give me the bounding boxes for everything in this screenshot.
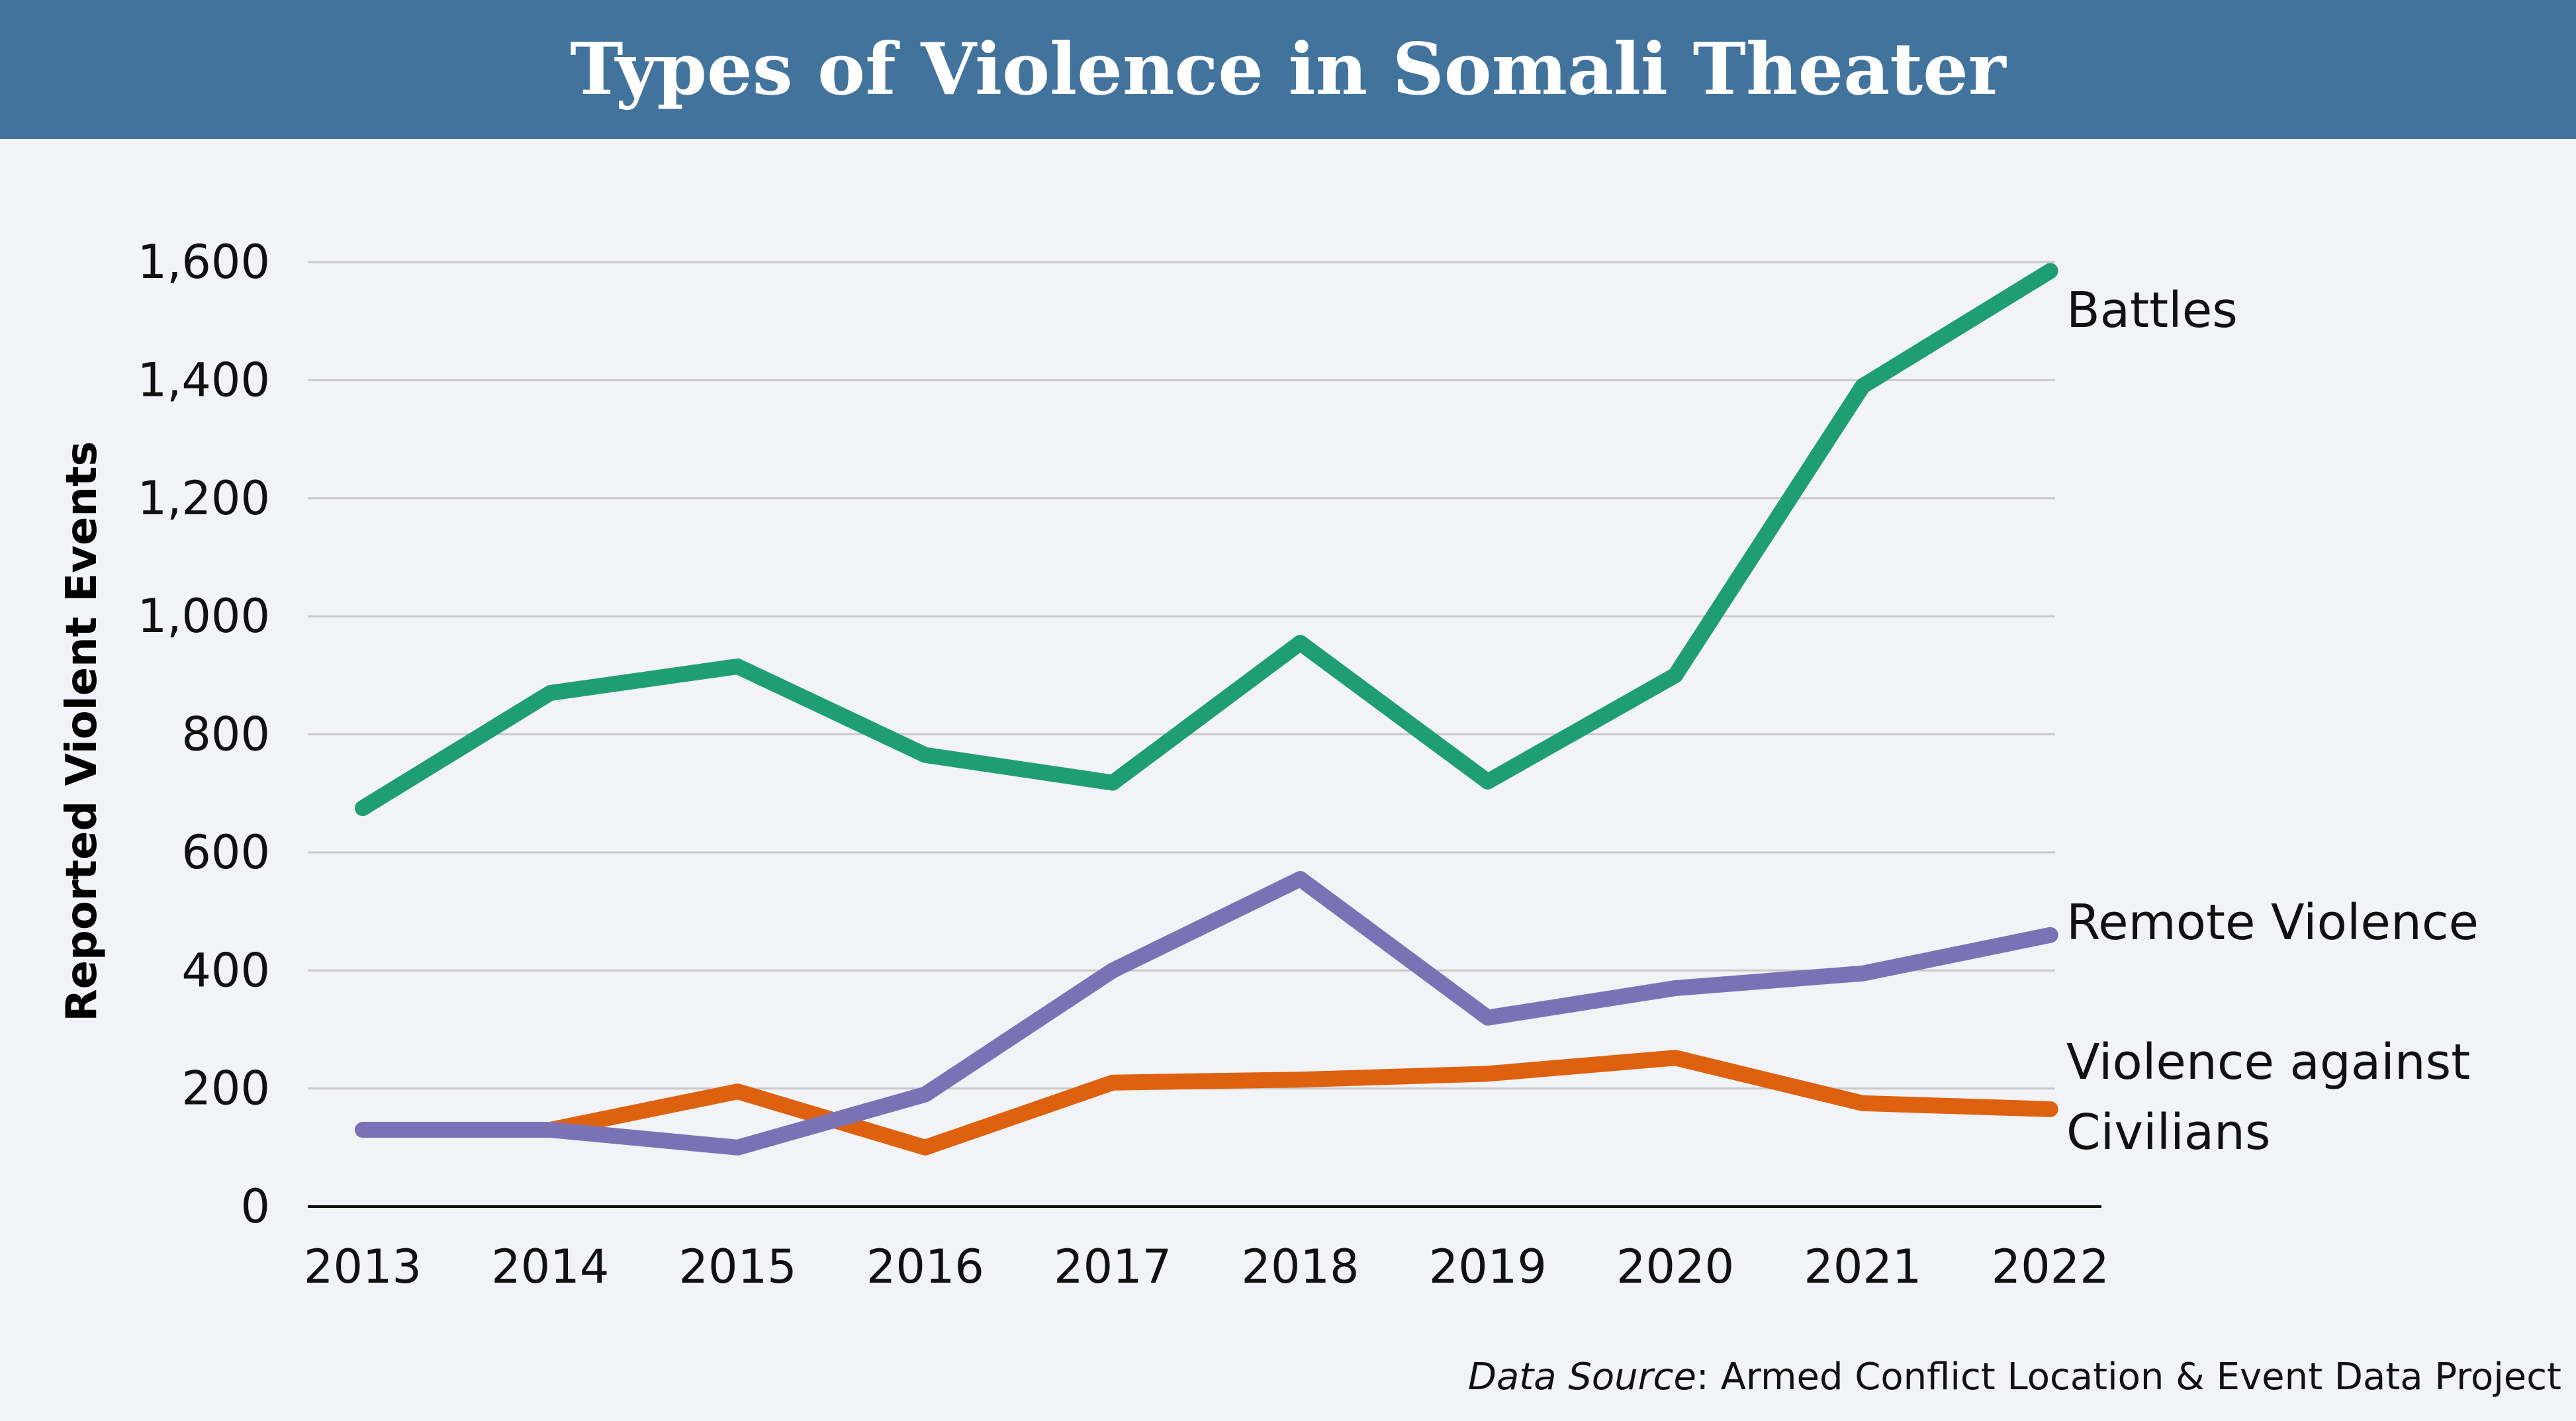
title-bar: [0, 0, 2576, 139]
x-tick-label: 2015: [679, 1240, 797, 1294]
x-tick-label: 2014: [491, 1240, 609, 1294]
series-line-violence-against-civilians: [355, 1050, 2058, 1156]
data-source-label: Data Source: [1467, 1355, 1696, 1398]
y-tick-label: 800: [181, 708, 270, 762]
y-tick-label: 1,600: [138, 235, 270, 289]
series-line-remote-violence: [355, 871, 2058, 1156]
x-tick-label: 2016: [866, 1240, 984, 1294]
x-tick-label: 2022: [1992, 1240, 2109, 1294]
data-source-separator: :: [1696, 1355, 1709, 1398]
x-tick-labels: 2013 2014 2015 2016 2017 2018 2019 2020 2021 2022: [304, 1240, 2109, 1294]
x-tick-label: 2019: [1429, 1240, 1547, 1294]
x-tick-label: 2017: [1054, 1240, 1172, 1294]
chart-title: Types of Violence in Somali Theater: [570, 28, 2006, 111]
series-label: Remote Violence: [2066, 894, 2479, 951]
series-label: Battles: [2066, 282, 2238, 339]
x-tick-label: 2013: [304, 1240, 422, 1294]
x-tick-label: 2021: [1804, 1240, 1921, 1294]
gridlines: [308, 261, 2055, 1090]
x-tick-label: 2020: [1616, 1240, 1734, 1294]
series-lines: [355, 263, 2058, 1156]
y-tick-label: 400: [181, 943, 270, 997]
y-tick-label: 1,200: [138, 471, 270, 526]
y-tick-label: 1,000: [138, 589, 270, 643]
y-axis-title: Reported Violent Events: [58, 441, 107, 1021]
x-tick-label: 2018: [1241, 1240, 1359, 1294]
data-source-note: Data Source: Armed Conflict Location & E…: [1468, 1355, 2561, 1398]
series-label: Violence against: [2066, 1034, 2470, 1091]
data-source-text: Armed Conflict Location & Event Data Pro…: [1708, 1355, 2561, 1398]
y-tick-labels: 0 200 400 600 800 1,000 1,200 1,400 1,600: [138, 235, 270, 1234]
y-tick-label: 1,400: [138, 353, 270, 407]
series-line-battles: [355, 263, 2058, 816]
y-tick-label: 200: [181, 1062, 270, 1116]
y-tick-label: 600: [181, 825, 270, 880]
series-label: Civilians: [2066, 1104, 2271, 1161]
y-tick-label: 0: [240, 1179, 270, 1234]
series-labels: Battles Remote Violence Violence against Ci…: [2066, 282, 2479, 1161]
